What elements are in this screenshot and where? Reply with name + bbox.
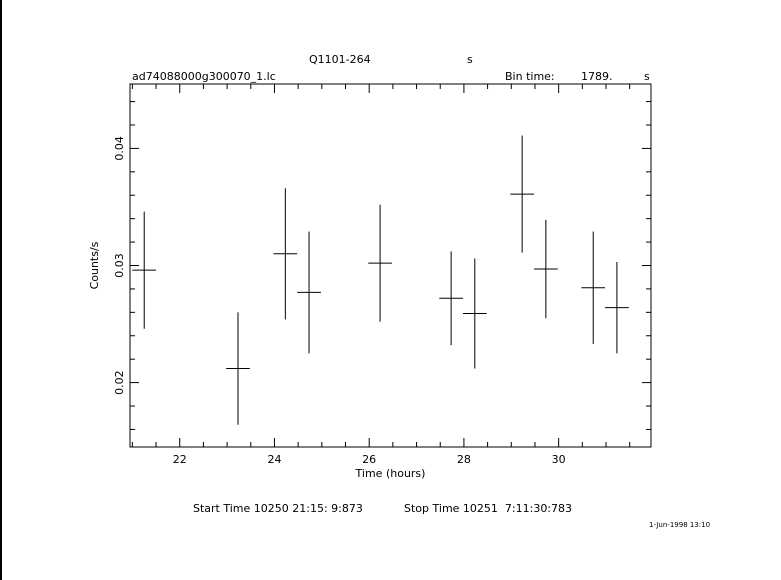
data-point <box>132 211 157 329</box>
bin-time-label: Bin time: <box>505 70 555 83</box>
data-point <box>581 231 606 344</box>
data-point <box>297 231 321 354</box>
y-axis-label: Counts/s <box>88 241 101 289</box>
data-point <box>534 219 558 319</box>
chart-title: Q1101-264 <box>309 53 371 66</box>
filename-label: ad74088000g300070_1.lc <box>132 70 276 83</box>
data-point <box>226 312 250 425</box>
y-tick-label: 0.02 <box>113 370 126 395</box>
bin-time-value: 1789. <box>581 70 613 83</box>
y-tick-label: 0.03 <box>113 253 126 278</box>
y-tick-label: 0.04 <box>113 136 126 161</box>
data-points <box>132 135 629 425</box>
title-unit: s <box>467 53 473 66</box>
start-time: Start Time 10250 21:15: 9:873 <box>193 502 363 515</box>
x-tick-label: 24 <box>267 453 281 466</box>
x-tick-label: 22 <box>173 453 187 466</box>
x-tick-label: 26 <box>362 453 376 466</box>
data-point <box>273 188 298 320</box>
data-point <box>439 251 463 346</box>
data-point <box>605 261 629 354</box>
data-point <box>462 258 487 369</box>
stop-time: Stop Time 10251 7:11:30:783 <box>404 502 573 515</box>
data-point <box>510 135 535 253</box>
axis-ticks <box>130 84 651 447</box>
date-stamp: 1-Jun-1998 13:10 <box>649 521 711 529</box>
x-tick-label: 28 <box>457 453 471 466</box>
x-tick-label: 30 <box>552 453 566 466</box>
plot-frame <box>129 83 652 448</box>
axis-tick-labels: 22 24 26 28 30 0.02 0.03 0.04 <box>113 136 566 466</box>
window-left-edge <box>0 0 2 580</box>
x-axis-label: Time (hours) <box>355 467 426 480</box>
data-point <box>368 204 392 322</box>
bin-time-unit: s <box>644 70 650 83</box>
